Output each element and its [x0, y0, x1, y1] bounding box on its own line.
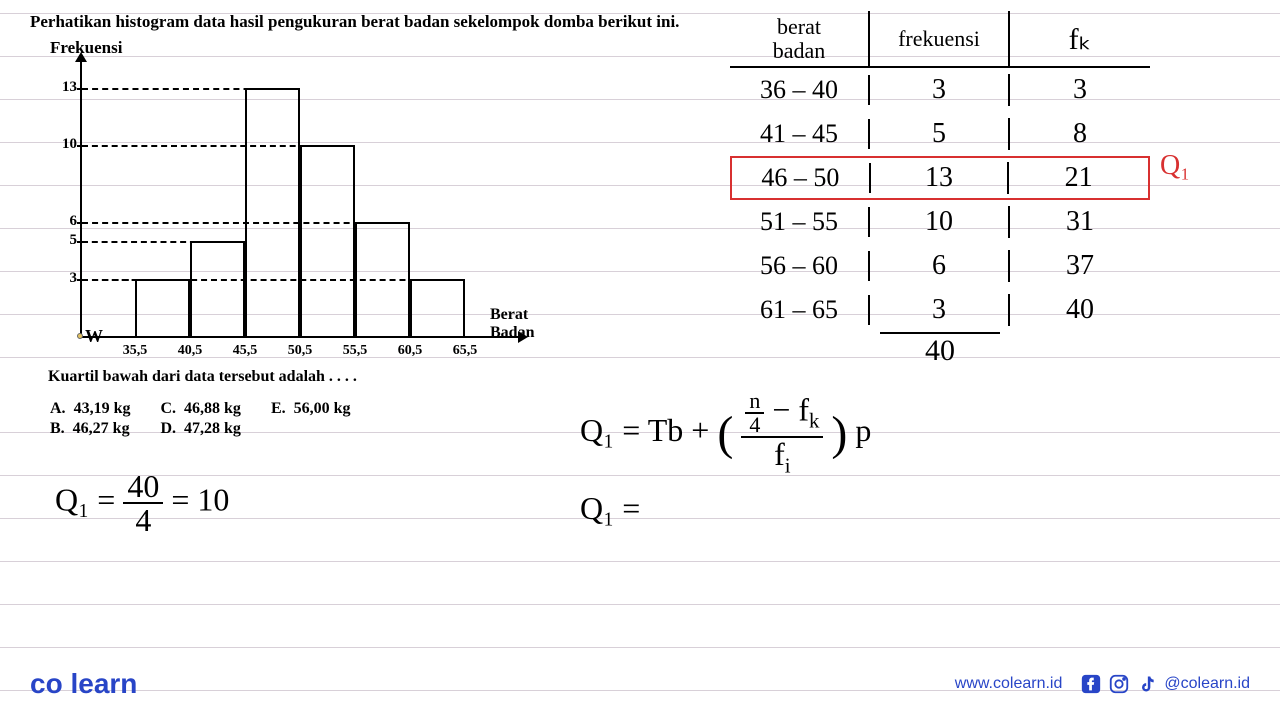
q1-marker: Q₁: [1160, 150, 1190, 182]
instagram-icon: [1108, 673, 1130, 695]
x-tick-label: 55,5: [335, 343, 375, 359]
x-axis: [80, 336, 520, 338]
x-tick-label: 60,5: [390, 343, 430, 359]
table-row: 61 – 65340: [730, 288, 1150, 332]
table-row: 46 – 501321: [730, 156, 1150, 200]
footer: co learn www.colearn.id @colearn.id: [30, 668, 1250, 700]
y-tick-label: 5: [55, 232, 77, 249]
x-tick-label: 40,5: [170, 343, 210, 359]
histogram-bar: [300, 145, 355, 336]
facebook-icon: [1080, 673, 1102, 695]
y-axis: [80, 58, 82, 338]
option-a: A. 43,19 kg: [50, 400, 158, 418]
footer-handle: @colearn.id: [1164, 675, 1250, 693]
option-b: B. 46,27 kg: [50, 420, 158, 438]
option-d: D. 47,28 kg: [160, 420, 268, 438]
origin-dot: [77, 333, 83, 339]
n-over-4-calc: Q₁ = 40 4 = 10: [55, 470, 229, 536]
axis-break: W: [85, 326, 100, 347]
quartile-formula: Q₁ = Tb + ( n4 − fk fi ) p: [580, 390, 871, 477]
colearn-logo: co learn: [30, 668, 137, 700]
y-tick-label: 10: [55, 136, 77, 153]
histogram-bar: [245, 88, 300, 336]
x-tick-label: 65,5: [445, 343, 485, 359]
answer-options: A. 43,19 kg C. 46,88 kg E. 56,00 kg B. 4…: [48, 398, 381, 440]
table-row: 36 – 4033: [730, 68, 1150, 112]
x-tick-label: 35,5: [115, 343, 155, 359]
table-sum: 40: [870, 334, 1010, 368]
question-text: Perhatikan histogram data hasil pengukur…: [30, 12, 1250, 32]
footer-url: www.colearn.id: [955, 675, 1063, 693]
tiktok-icon: [1136, 673, 1158, 695]
option-e: E. 56,00 kg: [271, 400, 379, 418]
y-tick-label: 3: [55, 270, 77, 287]
q1-equals: Q₁ =: [580, 490, 640, 527]
histogram-chart: W Berat Badan 3 5 6 10 13 35,5 40,5 45,5 50,5 55,…: [55, 58, 555, 368]
y-tick-label: 6: [55, 213, 77, 230]
histogram-bar: [410, 279, 465, 336]
x-tick-label: 50,5: [280, 343, 320, 359]
histogram-bar: [190, 241, 245, 336]
table-row: 51 – 551031: [730, 200, 1150, 244]
y-axis-label: Frekuensi: [50, 38, 1250, 58]
option-c: C. 46,88 kg: [160, 400, 268, 418]
y-tick-label: 13: [55, 79, 77, 96]
subquestion: Kuartil bawah dari data tersebut adalah …: [48, 368, 357, 386]
table-row: 41 – 4558: [730, 112, 1150, 156]
histogram-bar: [135, 279, 190, 336]
table-row: 56 – 60637: [730, 244, 1150, 288]
x-axis-label: Berat Badan: [490, 306, 555, 342]
x-tick-label: 45,5: [225, 343, 265, 359]
